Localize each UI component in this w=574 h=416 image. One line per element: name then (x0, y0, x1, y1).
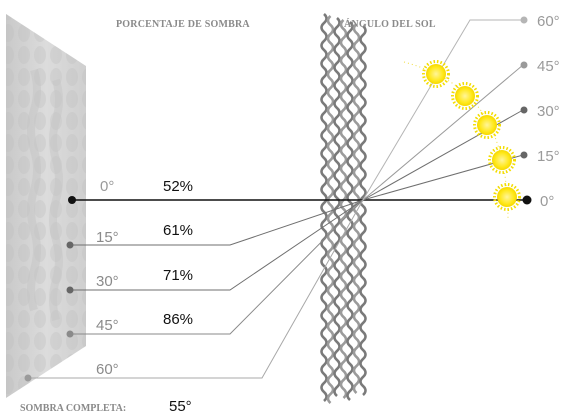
sun-angle-label-0: 0° (540, 193, 554, 210)
right-dot-30 (520, 106, 528, 114)
angle-label-15: 15° (96, 229, 119, 246)
sun-angle-label-30: 30° (537, 103, 560, 120)
right-dot-45 (520, 61, 528, 69)
shade-value-30: 71% (163, 267, 193, 284)
right-dot-15 (520, 151, 528, 159)
sun-lines (362, 19, 526, 201)
sun-icon-15 (488, 146, 516, 174)
mesh-strand (346, 21, 354, 401)
sun-icon-30 (473, 111, 501, 139)
sun-icon-45 (451, 82, 479, 110)
shade-line-60 (28, 199, 364, 379)
angle-label-60: 60° (96, 361, 119, 378)
sun-icon-0 (493, 183, 521, 211)
shade-value-45: 86% (163, 311, 193, 328)
shade-lines (28, 199, 364, 379)
sun-icon-60 (422, 60, 450, 88)
mesh-strand (320, 13, 328, 402)
shade-line-15 (70, 199, 364, 246)
left-dot-15 (66, 241, 74, 249)
right-dot-0 (522, 195, 532, 205)
angle-label-45: 45° (96, 317, 119, 334)
sun-line-60 (362, 19, 523, 201)
shade-wall (6, 14, 86, 398)
shade-value-15: 61% (163, 222, 193, 239)
mesh-screen (320, 13, 367, 404)
sun-angle-header: ÁNGULO DEL SOL (344, 18, 436, 30)
shade-line-30 (70, 199, 364, 291)
left-dot-30 (66, 286, 74, 294)
left-dot-45 (66, 330, 74, 338)
full-shade-value: 55° (169, 398, 192, 415)
sun-angle-label-15: 15° (537, 148, 560, 165)
mesh-strand (333, 17, 341, 397)
sun-angle-label-45: 45° (537, 58, 560, 75)
mesh-strand (359, 25, 367, 396)
shade-percentage-header: PORCENTAJE DE SOMBRA (116, 19, 250, 30)
left-dot-60 (24, 374, 32, 382)
angle-label-30: 30° (96, 273, 119, 290)
mesh-strand (326, 15, 335, 404)
full-shade-label: SOMBRA COMPLETA: (20, 403, 126, 414)
mesh-strand (339, 19, 348, 399)
sun-line-45 (362, 64, 524, 201)
right-dot-60 (520, 16, 528, 24)
left-dot-0 (68, 196, 76, 204)
angle-label-0: 0° (100, 178, 114, 195)
shade-line-45 (70, 199, 364, 335)
sun-angle-label-60: 60° (537, 13, 560, 30)
shade-value-0: 52% (163, 178, 193, 195)
